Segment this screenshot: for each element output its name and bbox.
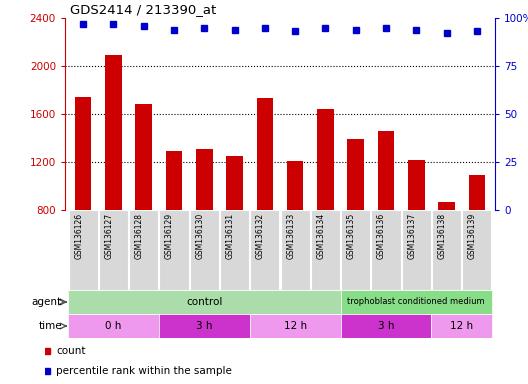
Bar bbox=[166, 151, 182, 306]
Bar bbox=[250, 210, 279, 290]
Text: GSM136139: GSM136139 bbox=[468, 213, 477, 260]
Bar bbox=[68, 290, 341, 314]
Bar bbox=[287, 161, 304, 306]
Bar bbox=[311, 210, 340, 290]
Bar bbox=[317, 109, 334, 306]
Text: GSM136136: GSM136136 bbox=[377, 213, 386, 260]
Bar bbox=[257, 98, 273, 306]
Text: 3 h: 3 h bbox=[196, 321, 213, 331]
Bar bbox=[220, 210, 249, 290]
Bar bbox=[341, 290, 492, 314]
Text: percentile rank within the sample: percentile rank within the sample bbox=[56, 366, 232, 376]
Text: GSM136131: GSM136131 bbox=[225, 213, 234, 259]
Text: GSM136130: GSM136130 bbox=[195, 213, 204, 260]
Bar bbox=[408, 160, 425, 306]
Bar bbox=[227, 156, 243, 306]
Text: 0 h: 0 h bbox=[105, 321, 121, 331]
Bar bbox=[347, 139, 364, 306]
Text: agent: agent bbox=[32, 297, 62, 307]
Text: GSM136135: GSM136135 bbox=[347, 213, 356, 260]
Bar bbox=[129, 210, 158, 290]
Bar bbox=[341, 314, 431, 338]
Bar bbox=[159, 210, 188, 290]
Text: GSM136132: GSM136132 bbox=[256, 213, 265, 259]
Text: GDS2414 / 213390_at: GDS2414 / 213390_at bbox=[70, 3, 216, 16]
Bar bbox=[280, 210, 310, 290]
Text: GSM136138: GSM136138 bbox=[438, 213, 447, 259]
Bar bbox=[431, 314, 492, 338]
Bar bbox=[190, 210, 219, 290]
Text: 3 h: 3 h bbox=[378, 321, 394, 331]
Bar bbox=[378, 131, 394, 306]
Bar bbox=[463, 210, 492, 290]
Text: count: count bbox=[56, 346, 86, 356]
Bar bbox=[341, 210, 370, 290]
Text: 12 h: 12 h bbox=[450, 321, 473, 331]
Text: GSM136129: GSM136129 bbox=[165, 213, 174, 259]
Text: control: control bbox=[186, 297, 222, 307]
Text: GSM136127: GSM136127 bbox=[105, 213, 114, 259]
Bar bbox=[438, 202, 455, 306]
Bar bbox=[99, 210, 128, 290]
Text: GSM136133: GSM136133 bbox=[286, 213, 295, 260]
Text: GSM136137: GSM136137 bbox=[407, 213, 416, 260]
Bar bbox=[68, 314, 159, 338]
Text: GSM136128: GSM136128 bbox=[135, 213, 144, 259]
Bar bbox=[402, 210, 431, 290]
Bar bbox=[468, 175, 485, 306]
Bar bbox=[196, 149, 213, 306]
Bar bbox=[159, 314, 250, 338]
Bar bbox=[135, 104, 152, 306]
Bar bbox=[432, 210, 461, 290]
Bar bbox=[372, 210, 401, 290]
Bar bbox=[105, 55, 122, 306]
Text: 12 h: 12 h bbox=[284, 321, 307, 331]
Bar bbox=[69, 210, 98, 290]
Text: trophoblast conditioned medium: trophoblast conditioned medium bbox=[347, 298, 485, 306]
Bar bbox=[250, 314, 341, 338]
Bar bbox=[75, 97, 91, 306]
Text: GSM136134: GSM136134 bbox=[316, 213, 325, 260]
Text: GSM136126: GSM136126 bbox=[74, 213, 83, 259]
Text: time: time bbox=[39, 321, 62, 331]
